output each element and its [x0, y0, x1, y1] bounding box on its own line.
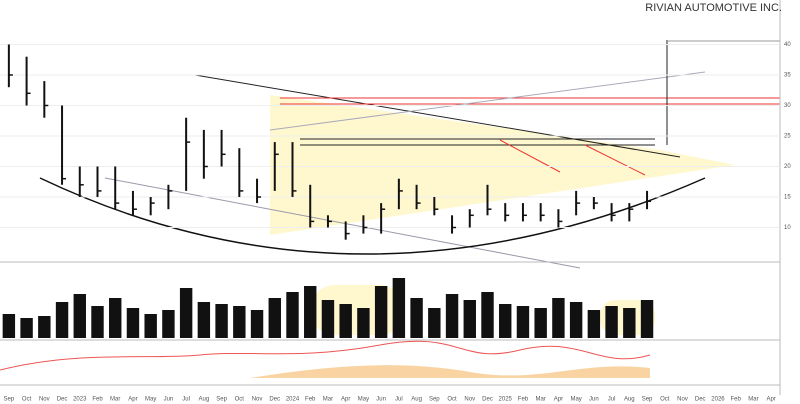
volume-bar [392, 278, 406, 338]
y-tick-label: 20 [784, 164, 791, 170]
volume-bar [623, 308, 636, 338]
trend-red [584, 144, 646, 176]
volume-bar [55, 302, 69, 338]
triangle [270, 95, 735, 235]
indicator-area [250, 365, 650, 378]
x-tick-label: May [145, 397, 156, 403]
volume-bar [2, 314, 16, 338]
volume-bar [605, 306, 618, 338]
volume-bar [463, 300, 476, 338]
volume-bar [640, 300, 654, 338]
x-tick-label: Nov [252, 397, 263, 403]
volume-bar [516, 306, 530, 338]
x-tick-label: Sep [216, 397, 227, 403]
volume-bar [20, 318, 33, 338]
volume-bar [481, 292, 494, 338]
x-tick-label: Sep [4, 397, 15, 403]
volume-bar [374, 286, 388, 338]
y-tick-label: 10 [784, 225, 791, 231]
x-tick-label: Oct [447, 397, 457, 403]
volume-bar [357, 308, 370, 338]
y-tick-label: 30 [784, 103, 791, 109]
volume-bar [126, 308, 140, 338]
arc [39, 177, 706, 255]
volume-bar [38, 316, 51, 338]
x-tick-label: Jun [164, 397, 174, 403]
y-tick-label: 25 [784, 134, 791, 140]
x-tick-label: Jun [589, 397, 599, 403]
x-tick-label: Apr [766, 397, 775, 403]
volume-bar [268, 298, 281, 338]
trendline [194, 74, 681, 158]
x-tick-label: Dec [57, 397, 68, 403]
x-tick-label: May [570, 397, 581, 403]
volume-bar [197, 302, 211, 338]
x-tick-label: Dec [695, 397, 706, 403]
x-tick-label: Apr [341, 397, 350, 403]
x-tick-label: Jul [395, 397, 403, 403]
x-tick-label: Feb [305, 397, 316, 403]
x-tick-label: Apr [554, 397, 563, 403]
x-tick-label: Oct [235, 397, 245, 403]
volume-bar [534, 308, 547, 338]
volume-bar [215, 304, 228, 338]
x-tick-label: Nov [464, 397, 475, 403]
volume-bar [499, 304, 512, 338]
x-tick-label: Feb [518, 397, 529, 403]
y-tick-label: 40 [784, 42, 791, 48]
x-tick-label: Aug [199, 397, 210, 403]
x-tick-label: Oct [660, 397, 670, 403]
x-tick-label: Jun [376, 397, 386, 403]
x-tick-label: 2025 [499, 397, 513, 403]
volume-bar [321, 300, 335, 338]
x-tick-label: Dec [482, 397, 493, 403]
y-tick-label: 35 [784, 73, 791, 79]
x-tick-label: Sep [429, 397, 440, 403]
channel [104, 177, 581, 269]
channel [269, 71, 706, 131]
volume-bar [587, 310, 601, 338]
volume-bar [428, 308, 441, 338]
chart-title: RIVIAN AUTOMOTIVE INC. [645, 2, 782, 14]
x-tick-label: Mar [536, 397, 546, 403]
volume-bar [73, 294, 86, 338]
x-tick-label: Dec [269, 397, 280, 403]
x-tick-label: 2026 [711, 397, 725, 403]
y-tick-label: 15 [784, 195, 791, 201]
x-tick-label: 2023 [73, 397, 87, 403]
volume-bar [144, 314, 157, 338]
x-tick-label: Apr [128, 397, 137, 403]
volume-bar [410, 298, 423, 338]
volume-bar [250, 310, 264, 338]
x-tick-label: Jul [182, 397, 190, 403]
x-tick-label: Aug [624, 397, 635, 403]
x-tick-label: Mar [748, 397, 758, 403]
volume-bar [569, 302, 583, 338]
x-tick-label: Sep [642, 397, 653, 403]
x-tick-label: Oct [22, 397, 32, 403]
indicator [0, 340, 651, 371]
volume-bar [162, 310, 175, 338]
volume-bar [233, 306, 246, 338]
volume-bar [552, 298, 565, 338]
x-tick-label: Nov [677, 397, 688, 403]
volume-bar [109, 298, 122, 338]
x-tick-label: May [358, 397, 369, 403]
x-tick-label: 2024 [286, 397, 300, 403]
x-tick-label: Nov [39, 397, 50, 403]
volume-bar [304, 286, 317, 338]
x-tick-label: Feb [92, 397, 103, 403]
volume-bar [286, 292, 299, 338]
volume-bar [339, 304, 352, 338]
volume-bar [445, 294, 459, 338]
volume-bar [91, 306, 104, 338]
x-tick-label: Jul [608, 397, 616, 403]
x-tick-label: Mar [323, 397, 333, 403]
x-tick-label: Mar [110, 397, 120, 403]
x-tick-label: Aug [411, 397, 422, 403]
volume-bar [179, 288, 193, 338]
x-tick-label: Feb [731, 397, 742, 403]
